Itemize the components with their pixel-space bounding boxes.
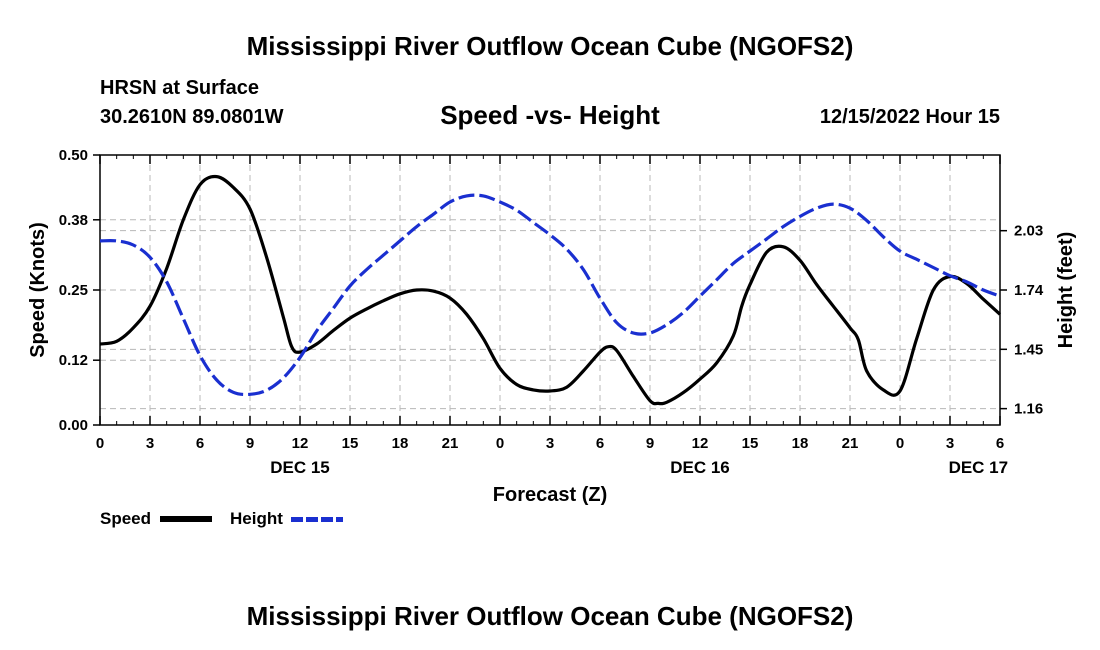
x-axis-label: Forecast (Z) [493, 484, 607, 506]
x-tick-label: 3 [146, 435, 154, 452]
x-tick-label: 15 [742, 435, 759, 452]
y-right-axis-label: Height (feet) [1055, 232, 1077, 349]
x-tick-label: 6 [596, 435, 604, 452]
date-label: DEC 16 [670, 458, 730, 477]
x-tick-label: 0 [496, 435, 504, 452]
chart-title: Speed -vs- Height [440, 100, 660, 130]
x-tick-label: 9 [646, 435, 654, 452]
x-tick-label: 6 [196, 435, 204, 452]
legend-height-label: Height [230, 509, 283, 528]
x-tick-label: 9 [246, 435, 254, 452]
x-tick-label: 21 [442, 435, 459, 452]
legend-height-swatch [291, 517, 343, 522]
x-tick-label: 21 [842, 435, 859, 452]
x-tick-label: 0 [896, 435, 904, 452]
y-right-tick-label: 1.16 [1014, 401, 1043, 418]
y-right-tick-label: 2.03 [1014, 223, 1043, 240]
footer-title: Mississippi River Outflow Ocean Cube (NG… [246, 601, 854, 631]
x-tick-label: 0 [96, 435, 104, 452]
series-height-line [99, 193, 1001, 397]
x-tick-label: 3 [946, 435, 954, 452]
datetime-label: 12/15/2022 Hour 15 [819, 106, 1000, 128]
y-left-tick-label: 0.25 [59, 282, 88, 299]
y-left-axis-label: Speed (Knots) [27, 222, 49, 358]
coordinates-label: 30.2610N 89.0801W [100, 106, 284, 128]
y-left-tick-label: 0.38 [59, 212, 88, 229]
y-right-tick-label: 1.74 [1014, 282, 1044, 299]
station-label: HRSN at Surface [100, 77, 259, 99]
x-tick-label: 18 [392, 435, 409, 452]
legend-speed-swatch [160, 516, 212, 522]
main-title: Mississippi River Outflow Ocean Cube (NG… [246, 31, 854, 61]
x-tick-label: 15 [342, 435, 359, 452]
y-left-tick-label: 0.50 [59, 147, 88, 164]
x-tick-label: 3 [546, 435, 554, 452]
series-speed-line [99, 174, 1002, 406]
date-label: DEC 15 [270, 458, 330, 477]
x-tick-label: 12 [692, 435, 709, 452]
y-left-tick-label: 0.00 [59, 417, 88, 434]
date-label: DEC 17 [949, 458, 1009, 477]
y-left-tick-label: 0.12 [59, 352, 88, 369]
x-tick-label: 12 [292, 435, 309, 452]
legend-speed-label: Speed [100, 509, 152, 528]
y-right-tick-label: 1.45 [1014, 341, 1043, 358]
x-tick-label: 18 [792, 435, 809, 452]
x-tick-label: 6 [996, 435, 1004, 452]
